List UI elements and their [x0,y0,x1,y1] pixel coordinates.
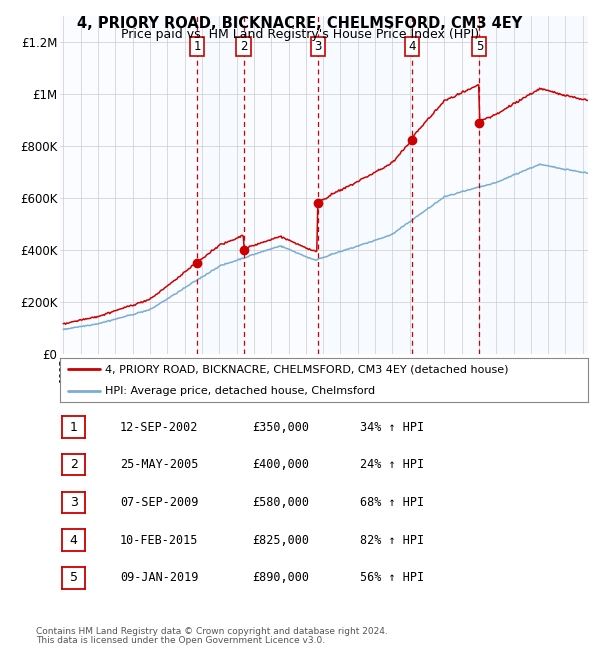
Bar [412,16,479,354]
Bar [60,16,197,354]
Text: 3: 3 [70,496,78,509]
Text: 34% ↑ HPI: 34% ↑ HPI [360,421,424,434]
Text: This data is licensed under the Open Government Licence v3.0.: This data is licensed under the Open Gov… [36,636,325,645]
Text: 82% ↑ HPI: 82% ↑ HPI [360,534,424,547]
Text: 10-FEB-2015: 10-FEB-2015 [120,534,199,547]
Text: 5: 5 [476,40,483,53]
Text: 12-SEP-2002: 12-SEP-2002 [120,421,199,434]
Text: 4, PRIORY ROAD, BICKNACRE, CHELMSFORD, CM3 4EY: 4, PRIORY ROAD, BICKNACRE, CHELMSFORD, C… [77,16,523,31]
Text: 24% ↑ HPI: 24% ↑ HPI [360,458,424,471]
Text: 5: 5 [70,571,78,584]
Text: 4: 4 [408,40,416,53]
Text: £400,000: £400,000 [252,458,309,471]
Text: 4: 4 [70,534,78,547]
Text: 2: 2 [70,458,78,471]
Bar [479,16,588,354]
Bar [318,16,412,354]
Text: 1: 1 [193,40,200,53]
Text: 68% ↑ HPI: 68% ↑ HPI [360,496,424,509]
Text: £825,000: £825,000 [252,534,309,547]
Text: 09-JAN-2019: 09-JAN-2019 [120,571,199,584]
Bar [244,16,318,354]
Text: 56% ↑ HPI: 56% ↑ HPI [360,571,424,584]
Text: Price paid vs. HM Land Registry's House Price Index (HPI): Price paid vs. HM Land Registry's House … [121,28,479,41]
Text: 25-MAY-2005: 25-MAY-2005 [120,458,199,471]
Text: 07-SEP-2009: 07-SEP-2009 [120,496,199,509]
Text: £890,000: £890,000 [252,571,309,584]
Text: £580,000: £580,000 [252,496,309,509]
Bar [197,16,244,354]
Text: 2: 2 [240,40,247,53]
Text: 4, PRIORY ROAD, BICKNACRE, CHELMSFORD, CM3 4EY (detached house): 4, PRIORY ROAD, BICKNACRE, CHELMSFORD, C… [105,365,508,374]
Text: £350,000: £350,000 [252,421,309,434]
Text: HPI: Average price, detached house, Chelmsford: HPI: Average price, detached house, Chel… [105,385,375,396]
Text: 3: 3 [314,40,322,53]
Text: 1: 1 [70,421,78,434]
Text: Contains HM Land Registry data © Crown copyright and database right 2024.: Contains HM Land Registry data © Crown c… [36,627,388,636]
